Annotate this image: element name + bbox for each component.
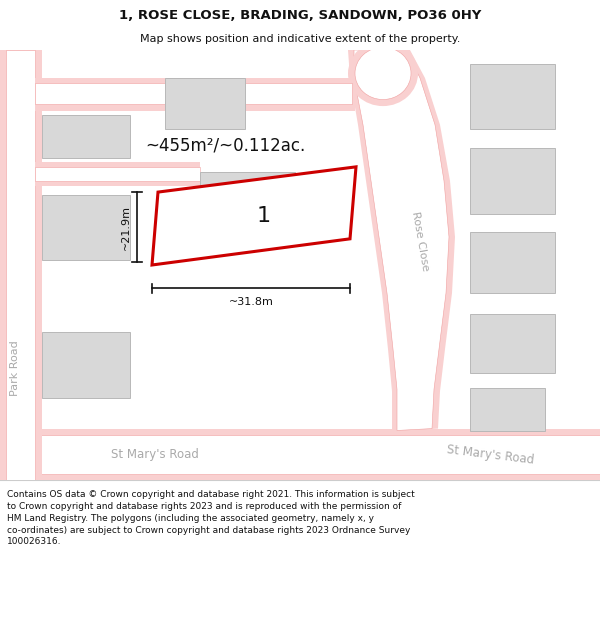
Text: St Mary's Road: St Mary's Road: [446, 443, 535, 467]
Polygon shape: [470, 64, 555, 129]
Text: St Mary's Road: St Mary's Road: [111, 448, 199, 461]
Polygon shape: [470, 388, 545, 431]
Polygon shape: [35, 82, 352, 104]
Text: Map shows position and indicative extent of the property.: Map shows position and indicative extent…: [140, 34, 460, 44]
Polygon shape: [470, 314, 555, 372]
Text: 1, ROSE CLOSE, BRADING, SANDOWN, PO36 0HY: 1, ROSE CLOSE, BRADING, SANDOWN, PO36 0H…: [119, 9, 481, 21]
Polygon shape: [0, 435, 600, 474]
Polygon shape: [470, 232, 555, 293]
Circle shape: [348, 41, 418, 106]
Polygon shape: [354, 50, 449, 431]
Text: Park Road: Park Road: [10, 340, 20, 396]
Text: Rose Close: Rose Close: [410, 211, 430, 272]
Text: ~455m²/~0.112ac.: ~455m²/~0.112ac.: [145, 136, 305, 154]
Text: ~21.9m: ~21.9m: [121, 204, 131, 249]
Polygon shape: [6, 50, 35, 480]
Text: Contains OS data © Crown copyright and database right 2021. This information is : Contains OS data © Crown copyright and d…: [7, 490, 415, 546]
Polygon shape: [0, 429, 600, 480]
Polygon shape: [165, 78, 245, 129]
Polygon shape: [470, 148, 555, 214]
Polygon shape: [173, 182, 330, 251]
Polygon shape: [42, 332, 130, 398]
Polygon shape: [200, 171, 295, 227]
Polygon shape: [35, 162, 200, 186]
Text: ~31.8m: ~31.8m: [229, 297, 274, 307]
Text: 1: 1: [257, 206, 271, 226]
Circle shape: [355, 48, 411, 99]
Polygon shape: [348, 50, 455, 431]
Polygon shape: [35, 167, 200, 181]
Polygon shape: [0, 50, 42, 480]
Polygon shape: [152, 167, 356, 265]
Polygon shape: [42, 195, 130, 261]
Polygon shape: [42, 116, 130, 158]
Polygon shape: [35, 78, 355, 111]
